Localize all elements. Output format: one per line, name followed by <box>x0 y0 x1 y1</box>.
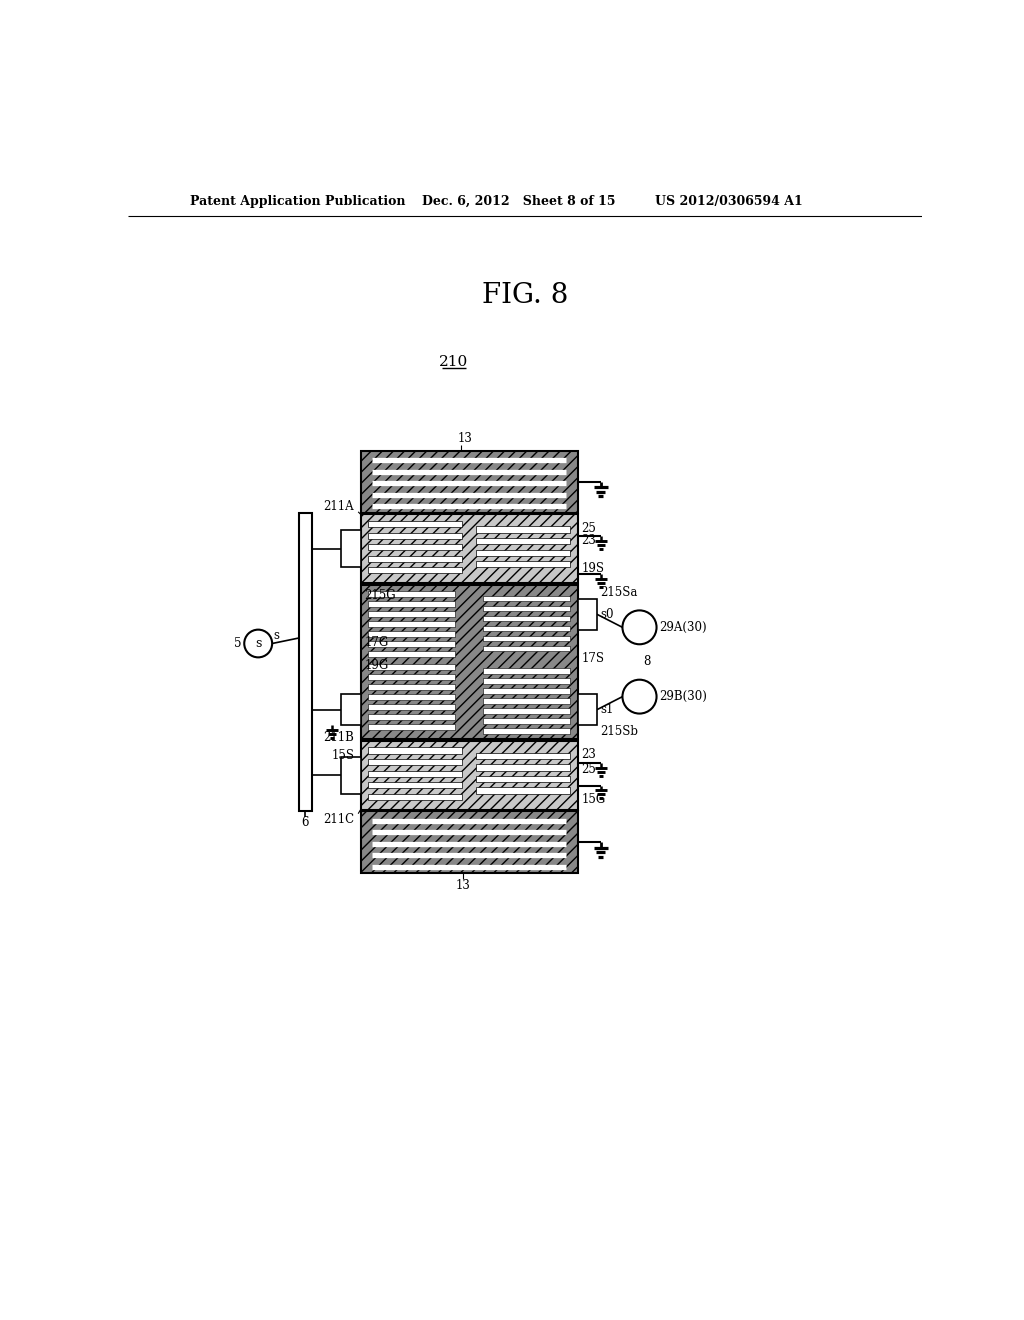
Bar <box>369 521 462 527</box>
Text: 8: 8 <box>643 656 650 668</box>
Text: 215Sb: 215Sb <box>600 725 638 738</box>
Text: 215G: 215G <box>365 589 396 602</box>
Bar <box>369 759 462 766</box>
Text: s: s <box>255 638 261 649</box>
Text: Dec. 6, 2012   Sheet 8 of 15: Dec. 6, 2012 Sheet 8 of 15 <box>423 195 616 209</box>
Bar <box>369 664 455 669</box>
Bar <box>483 615 569 622</box>
Bar <box>483 606 569 611</box>
Bar <box>369 771 462 776</box>
Bar <box>483 668 569 673</box>
Bar <box>369 781 462 788</box>
Bar <box>360 515 578 583</box>
Text: 23: 23 <box>582 748 596 760</box>
Text: 13: 13 <box>456 879 470 892</box>
Bar <box>341 756 360 793</box>
Bar <box>369 694 455 700</box>
Bar <box>483 688 569 693</box>
Bar <box>483 678 569 684</box>
Text: 15G: 15G <box>582 792 605 805</box>
Bar <box>369 601 455 607</box>
Bar <box>483 595 569 601</box>
Circle shape <box>623 680 656 714</box>
Text: 17G: 17G <box>365 636 389 649</box>
Bar <box>369 793 462 800</box>
Bar <box>299 512 312 812</box>
Bar <box>578 599 597 630</box>
Text: US 2012/0306594 A1: US 2012/0306594 A1 <box>655 195 803 209</box>
Bar <box>369 544 462 550</box>
Bar <box>369 651 455 656</box>
Bar <box>369 675 455 680</box>
Text: s1: s1 <box>600 704 613 717</box>
Bar <box>369 705 455 710</box>
Text: 210: 210 <box>439 355 468 370</box>
Bar <box>360 812 578 873</box>
Bar <box>483 729 569 734</box>
Bar <box>476 788 569 793</box>
Bar <box>476 776 569 781</box>
Bar <box>483 626 569 631</box>
Circle shape <box>623 610 656 644</box>
Bar <box>360 585 578 739</box>
Text: 13: 13 <box>458 432 472 445</box>
Bar <box>369 631 455 636</box>
Bar <box>369 747 462 754</box>
Bar <box>341 531 360 568</box>
Bar <box>483 708 569 714</box>
Bar <box>369 591 455 597</box>
Bar <box>476 539 569 544</box>
Text: 15S: 15S <box>332 750 354 763</box>
Bar <box>341 694 360 725</box>
Bar <box>483 698 569 704</box>
Text: s0: s0 <box>600 607 613 620</box>
Bar <box>476 752 569 759</box>
Text: Patent Application Publication: Patent Application Publication <box>190 195 406 209</box>
Text: 19G: 19G <box>365 659 389 672</box>
Text: 211A: 211A <box>324 500 354 513</box>
Text: 211C: 211C <box>324 813 354 825</box>
Bar <box>483 718 569 723</box>
Bar <box>483 636 569 642</box>
Text: 6: 6 <box>302 816 309 829</box>
Bar <box>369 533 462 539</box>
Bar <box>360 451 578 512</box>
Bar <box>369 622 455 627</box>
Bar <box>476 527 569 532</box>
Bar <box>578 694 597 725</box>
Bar <box>476 561 569 568</box>
Bar <box>360 741 578 809</box>
Text: 19S: 19S <box>582 561 604 574</box>
Text: 5: 5 <box>234 638 242 649</box>
Text: FIG. 8: FIG. 8 <box>481 282 568 309</box>
Text: 29A(30): 29A(30) <box>659 620 708 634</box>
Text: 29B(30): 29B(30) <box>659 690 708 704</box>
Text: 215Sa: 215Sa <box>600 586 637 599</box>
Text: 25: 25 <box>582 763 596 776</box>
Bar <box>369 725 455 730</box>
Bar <box>369 611 455 616</box>
Text: 23: 23 <box>582 533 596 546</box>
Bar <box>369 642 455 647</box>
Bar <box>369 568 462 573</box>
Text: 25: 25 <box>582 521 596 535</box>
Bar <box>369 684 455 689</box>
Bar <box>476 549 569 556</box>
Text: 17S: 17S <box>582 652 604 665</box>
Text: s: s <box>273 630 280 643</box>
Circle shape <box>245 630 272 657</box>
Bar <box>369 556 462 562</box>
Bar <box>476 764 569 771</box>
Bar <box>483 645 569 651</box>
Text: 211B: 211B <box>324 731 354 744</box>
Bar <box>369 714 455 719</box>
